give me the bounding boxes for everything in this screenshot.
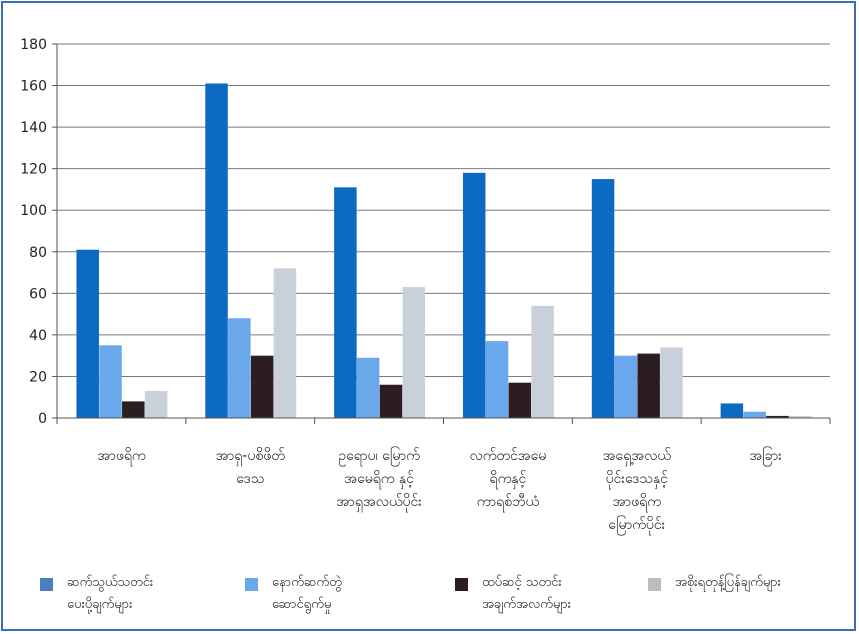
y-tick-label: 180 bbox=[20, 37, 47, 53]
bar bbox=[743, 411, 766, 418]
bar bbox=[485, 341, 509, 418]
bar-chart: 0 20 40 60 80 100 120 140 160 180 အာဖရိက အာရှ-ပစိဖ… bbox=[20, 37, 831, 535]
bar bbox=[205, 83, 228, 418]
x-category-label: အာရှ-ပစိဖိတ်ဒေသ bbox=[216, 448, 286, 487]
y-tick-label: 100 bbox=[20, 203, 47, 219]
bar bbox=[122, 401, 145, 418]
bar bbox=[591, 179, 615, 418]
legend-swatch-3 bbox=[455, 578, 468, 591]
bar bbox=[789, 415, 812, 418]
y-tick-label: 140 bbox=[20, 120, 47, 136]
x-axis-labels: အာဖရိက အာရှ-ပစိဖိတ်ဒေသ ဥရောပ၊ မြောက်အမေရိက… bbox=[97, 447, 782, 535]
legend-label-2: နောက်ဆက်တွဲ ဆောင်ရွက်မှု bbox=[272, 575, 342, 612]
legend-item-1: ဆက်သွယ်သတင်း ပေးပို့ချက်များ bbox=[40, 572, 153, 616]
bar bbox=[614, 355, 638, 418]
bar bbox=[402, 287, 426, 418]
bar bbox=[144, 390, 168, 418]
y-tick-label: 120 bbox=[20, 162, 47, 178]
legend-swatch-2 bbox=[245, 578, 258, 591]
bars bbox=[76, 83, 812, 418]
bar bbox=[76, 249, 99, 418]
bar bbox=[99, 345, 122, 418]
bar bbox=[273, 268, 297, 418]
bar bbox=[508, 382, 532, 418]
y-tick-label: 20 bbox=[29, 369, 47, 385]
bar bbox=[228, 318, 251, 418]
x-category-label: အခြား bbox=[749, 447, 782, 466]
bar bbox=[379, 384, 403, 418]
bar bbox=[660, 347, 683, 418]
legend-item-3: ထပ်ဆင့် သတင်း အချက်အလက်များ bbox=[455, 572, 571, 616]
x-category-label: လက်တင်အမေရိကနှင့်ကာရစ်ဘီယံ bbox=[470, 448, 547, 512]
x-category-label: အာဖရိက bbox=[97, 448, 146, 466]
bar bbox=[356, 357, 380, 418]
legend-swatch-4 bbox=[648, 578, 661, 591]
y-tick-label: 0 bbox=[38, 411, 47, 427]
legend-label-1: ဆက်သွယ်သတင်း ပေးပို့ချက်များ bbox=[67, 575, 154, 612]
bar bbox=[462, 172, 486, 418]
bar bbox=[720, 403, 744, 418]
y-tick-label: 40 bbox=[29, 328, 47, 344]
legend: ဆက်သွယ်သတင်း ပေးပို့ချက်များ နောက်ဆက်တွဲ… bbox=[0, 566, 859, 632]
legend-item-4: အစိုးရတုန့်ပြန်ချက်များ bbox=[648, 572, 781, 594]
gridlines bbox=[57, 43, 830, 377]
x-category-label: ဥရောပ၊ မြောက်အမေရိက နှင့်အာရှအလယ်ပိုင်း bbox=[336, 447, 422, 512]
bar bbox=[250, 355, 274, 418]
x-category-label: အရှေ့အလယ်ပိုင်းဒေသနှင့်အာဖရိကမြောက်ပိုင်… bbox=[603, 448, 672, 535]
legend-item-2: နောက်ဆက်တွဲ ဆောင်ရွက်မှု bbox=[245, 572, 342, 616]
y-axis-ticks: 0 20 40 60 80 100 120 140 160 180 bbox=[20, 37, 57, 427]
axes bbox=[56, 44, 831, 424]
legend-label-4: အစိုးရတုန့်ပြန်ချက်များ bbox=[675, 575, 781, 590]
bar bbox=[637, 353, 660, 418]
y-tick-label: 160 bbox=[20, 79, 47, 95]
legend-swatch-1 bbox=[40, 578, 53, 591]
bar bbox=[334, 187, 357, 418]
y-tick-label: 60 bbox=[29, 286, 47, 302]
y-tick-label: 80 bbox=[29, 245, 47, 261]
bar bbox=[766, 415, 789, 418]
bar bbox=[531, 305, 554, 418]
legend-label-3: ထပ်ဆင့် သတင်း အချက်အလက်များ bbox=[482, 575, 571, 612]
